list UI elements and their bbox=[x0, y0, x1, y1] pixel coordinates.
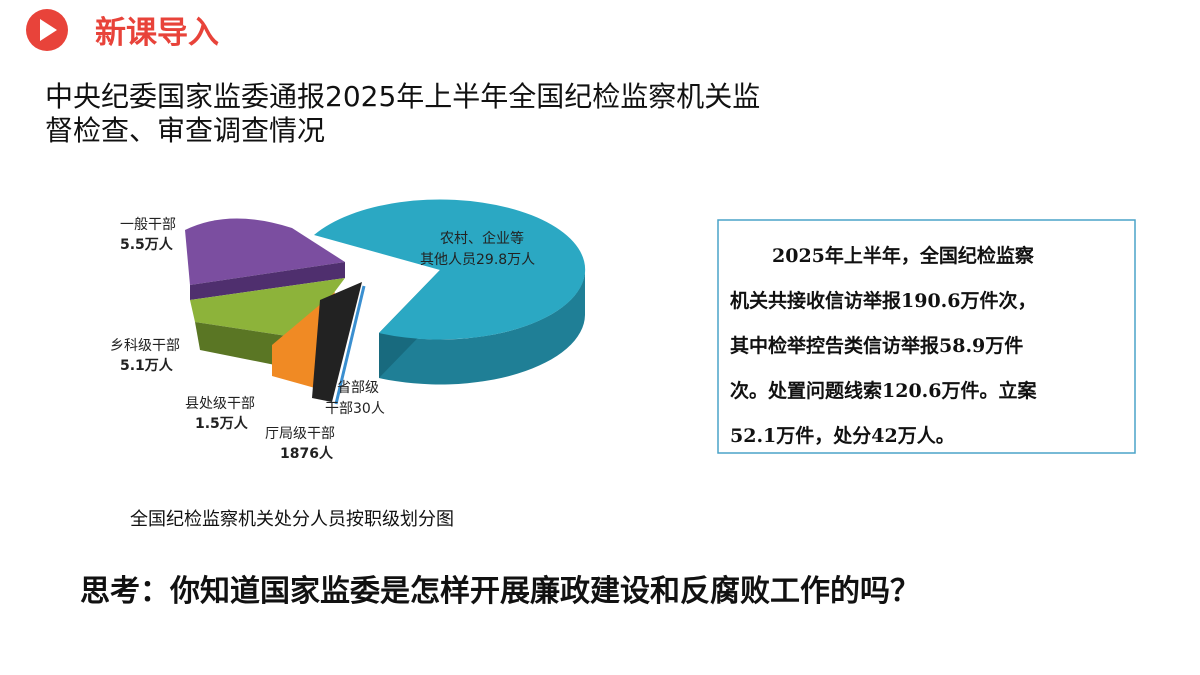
pie-label: 5.1万人 bbox=[120, 357, 174, 374]
pie-label: 县处级干部 bbox=[185, 396, 255, 412]
pie-slice bbox=[185, 218, 345, 285]
box-line: 52.1万件，处分42万人。 bbox=[730, 424, 955, 447]
pie-label: 乡科级干部 bbox=[110, 338, 180, 354]
pie-slice bbox=[314, 199, 586, 340]
question: 思考：你知道国家监委是怎样开展廉政建设和反腐败工作的吗？ bbox=[80, 574, 920, 609]
info-box bbox=[717, 219, 1136, 454]
pie-label: 其他人员29.8万人 bbox=[420, 252, 535, 268]
pie-label: 5.5万人 bbox=[120, 236, 174, 253]
pie-side bbox=[379, 270, 585, 385]
box-line: 其中检举控告类信访举报58.9万件 bbox=[730, 334, 1023, 357]
pie-chart bbox=[185, 199, 586, 405]
pie-caption: 全国纪检监察机关处分人员按职级划分图 bbox=[130, 509, 454, 530]
title-line: 中央纪委国家监委通报2025年上半年全国纪检监察机关监 bbox=[45, 80, 760, 113]
box-line: 次。处置问题线索120.6万件。立案 bbox=[730, 379, 1037, 402]
box-line: 2025年上半年，全国纪检监察 bbox=[772, 244, 1035, 267]
pie-side bbox=[190, 262, 345, 300]
pie-label: 1.5万人 bbox=[195, 415, 249, 432]
pie-label: 1876人 bbox=[280, 445, 334, 462]
title-line: 督检查、审查调查情况 bbox=[45, 114, 325, 147]
pie-label: 农村、企业等 bbox=[440, 230, 524, 247]
pie-label: 一般干部 bbox=[120, 217, 176, 233]
header-title: 新课导入 bbox=[95, 15, 219, 51]
pie-slice bbox=[312, 282, 362, 402]
header-arrow bbox=[40, 19, 57, 41]
pie-label: 干部30人 bbox=[325, 401, 385, 417]
pie-label: 省部级 bbox=[337, 380, 379, 396]
box-line: 机关共接收信访举报190.6万件次， bbox=[730, 289, 1037, 312]
pie-slice bbox=[334, 285, 366, 405]
pie-label: 厅局级干部 bbox=[265, 426, 335, 442]
